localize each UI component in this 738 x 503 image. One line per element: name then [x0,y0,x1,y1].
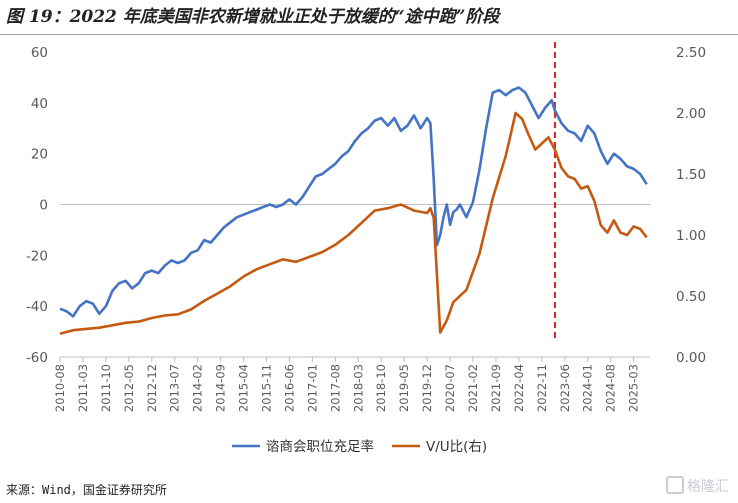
watermark-logo-icon [666,476,684,494]
y-left-tick-label: 40 [31,96,48,112]
chart-series [59,86,648,336]
x-tick-label: 2017-08 [328,364,342,412]
x-tick-label: 2017-01 [305,364,319,412]
x-tick-label: 2011-03 [76,364,90,412]
x-tick-label: 2015-11 [260,364,274,412]
x-tick-label: 2023-06 [558,364,572,412]
y-right-tick-label: 0.00 [676,350,706,366]
y-left-tick-label: -20 [26,248,48,264]
x-tick-label: 2015-04 [237,364,251,412]
y-right-tick-label: 2.50 [676,45,706,61]
y-left-tick-label: 20 [31,147,48,163]
x-tick-label: 2018-10 [374,364,388,412]
y-left-tick-label: -60 [26,350,48,366]
x-tick-label: 2010-08 [53,364,67,412]
x-tick-label: 2014-02 [191,364,205,412]
x-tick-label: 2013-07 [168,364,182,412]
chart-legend: 谘商会职位充足率 V/U比(右) [232,438,487,455]
y-left-tick-label: -40 [26,299,48,315]
x-tick-label: 2022-04 [512,364,526,412]
y-right-tick-label: 2.00 [676,106,706,122]
x-tick-label: 2019-12 [420,364,434,412]
watermark-text: 格隆汇 [687,479,729,495]
x-tick-label: 2025-03 [627,364,641,412]
x-tick-label: 2021-09 [489,364,503,412]
x-tick-label: 2011-10 [99,364,113,412]
y-right-tick-label: 0.50 [676,289,706,305]
legend-label: V/U比(右) [426,439,487,455]
y-right-tick-label: 1.50 [676,167,706,183]
line-chart: -60 -40 -20 0 20 40 60 0.00 0.50 1.00 1.50 2.00 2.5… [26,42,706,455]
x-tick-label: 2012-05 [122,364,136,412]
x-tick-label: 2020-07 [443,364,457,412]
x-tick-label: 2022-11 [535,364,549,412]
series-line-vu-ratio [59,111,648,336]
watermark: 格隆汇 [666,476,736,500]
series-line-conference-board [59,86,648,318]
x-tick-label: 2016-06 [282,364,296,412]
legend-label: 谘商会职位充足率 [266,438,374,455]
x-tick-label: 2024-08 [604,364,618,412]
x-tick-label: 2019-05 [397,364,411,412]
title-divider [0,34,738,35]
y-axis-left: -60 -40 -20 0 20 40 60 [26,45,48,366]
x-axis: 2010-08 2011-03 2011-10 2012-05 2012-12 2013-… [53,356,650,412]
x-tick-label: 2021-02 [466,364,480,412]
x-tick-label: 2018-03 [351,364,365,412]
y-left-tick-label: 0 [39,198,48,214]
y-axis-right: 0.00 0.50 1.00 1.50 2.00 2.50 [676,45,706,366]
y-left-tick-label: 60 [31,45,48,61]
x-tick-label: 2014-09 [214,364,228,412]
source-note: 来源：Wind，国金证券研究所 [6,483,167,497]
x-tick-label: 2012-12 [145,364,159,412]
x-tick-label: 2024-01 [581,364,595,412]
y-right-tick-label: 1.00 [676,228,706,244]
figure-title: 图 19：2022 年底美国非农新增就业正处于放缓的“途中跑”阶段 [6,7,500,27]
